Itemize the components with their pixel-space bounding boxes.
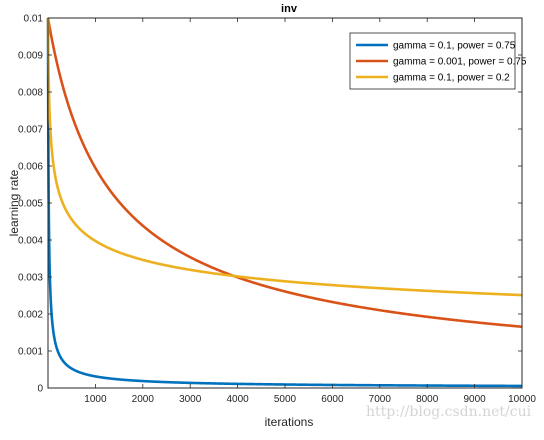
y-tick-label: 0.01 [24, 14, 44, 25]
x-axis: 1000 2000 3000 4000 5000 6000 7000 8000 9000 1000… [84, 18, 536, 405]
x-tick-label: 3000 [179, 394, 202, 405]
watermark: http://blog.csdn.net/cui [366, 404, 532, 420]
y-tick-label: 0.006 [18, 162, 43, 173]
x-tick-label: 5000 [274, 394, 297, 405]
chart-title: inv [281, 3, 298, 15]
series-layer [46, 16, 523, 388]
y-tick-label: 0.007 [18, 125, 43, 136]
y-tick-label: 0.004 [18, 236, 43, 247]
x-tick-label: 6000 [321, 394, 344, 405]
y-tick-label: 0.003 [18, 273, 43, 284]
series-line-1 [46, 16, 523, 388]
series-line-2 [46, 16, 523, 329]
y-tick-label: 0.002 [18, 310, 43, 321]
legend-label-1: gamma = 0.1, power = 0.75 [393, 41, 516, 52]
y-axis: 0 0.001 0.002 0.003 0.004 0.005 0.006 0.007 0.00… [18, 14, 522, 395]
y-axis-label: learning rate [7, 169, 21, 236]
legend-label-2: gamma = 0.001, power = 0.75 [393, 57, 527, 68]
x-tick-label: 10000 [508, 394, 536, 405]
y-tick-label: 0.005 [18, 199, 43, 210]
x-tick-label: 1000 [84, 394, 107, 405]
x-tick-label: 2000 [132, 394, 155, 405]
y-tick-label: 0.009 [18, 51, 43, 62]
x-axis-label: iterations [265, 415, 314, 429]
x-tick-label: 9000 [463, 394, 486, 405]
series-line-3 [46, 16, 523, 297]
y-tick-label: 0.001 [18, 347, 43, 358]
y-tick-label: 0 [37, 384, 43, 395]
x-tick-label: 4000 [226, 394, 249, 405]
legend-label-3: gamma = 0.1, power = 0.2 [393, 73, 510, 84]
y-tick-label: 0.008 [18, 88, 43, 99]
x-tick-label: 7000 [369, 394, 392, 405]
x-tick-label: 8000 [416, 394, 439, 405]
legend: gamma = 0.1, power = 0.75 gamma = 0.001, … [349, 32, 527, 90]
